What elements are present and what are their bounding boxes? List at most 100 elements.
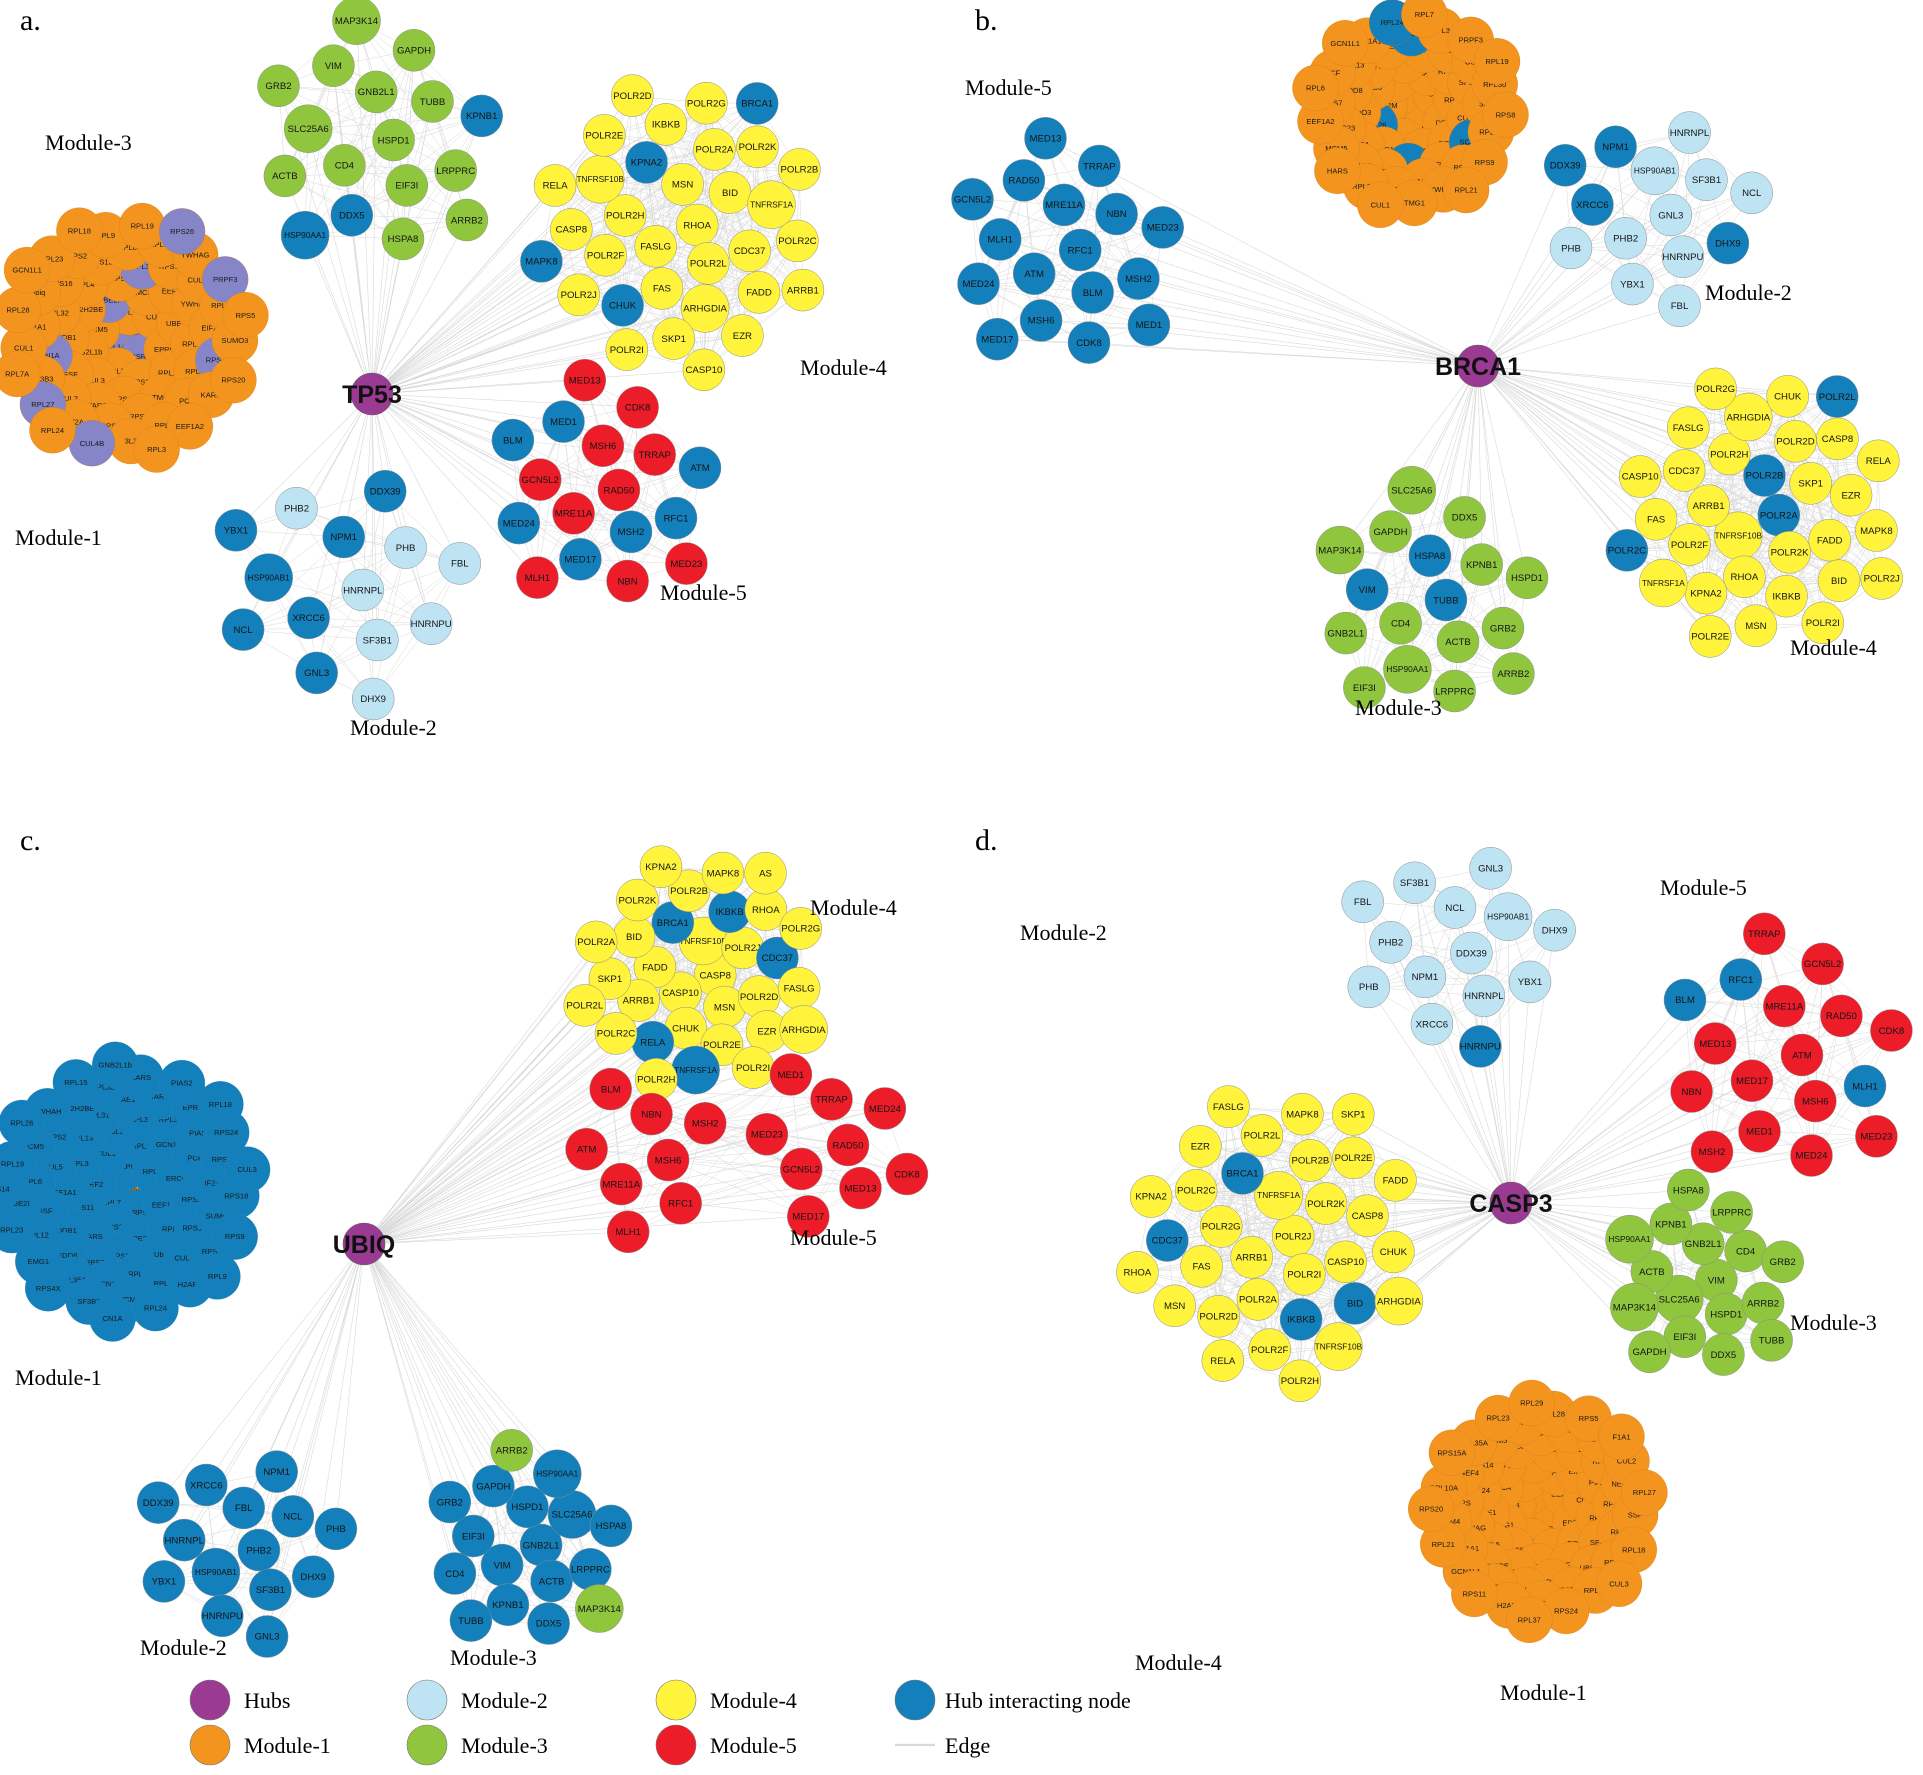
svg-text:SKP1: SKP1 — [1798, 479, 1823, 490]
svg-text:POLR2J: POLR2J — [561, 290, 597, 301]
svg-text:BRCA1: BRCA1 — [741, 99, 773, 110]
svg-text:TNFRSF1A: TNFRSF1A — [1257, 1190, 1300, 1200]
svg-text:CASP8: CASP8 — [556, 225, 587, 236]
svg-text:KPNA2: KPNA2 — [1135, 1192, 1166, 1203]
svg-text:RHOA: RHOA — [1124, 1268, 1152, 1279]
svg-text:RPS26: RPS26 — [170, 227, 194, 236]
svg-text:IKBKB: IKBKB — [1772, 592, 1800, 603]
svg-text:XRCC6: XRCC6 — [292, 613, 325, 624]
svg-text:TRRAP: TRRAP — [815, 1095, 848, 1106]
svg-text:MAPK8: MAPK8 — [1860, 526, 1893, 537]
svg-text:RPS14: RPS14 — [0, 1184, 10, 1193]
svg-text:RFC1: RFC1 — [663, 513, 688, 524]
svg-text:NPM1: NPM1 — [330, 532, 357, 543]
svg-text:GAPDH: GAPDH — [476, 1481, 510, 1492]
svg-text:DDX5: DDX5 — [339, 211, 365, 222]
svg-text:POLR2A: POLR2A — [695, 145, 733, 156]
svg-text:MLH1: MLH1 — [615, 1227, 641, 1238]
svg-text:IKBKB: IKBKB — [1287, 1315, 1315, 1326]
svg-text:TNFRSF1A: TNFRSF1A — [750, 200, 793, 210]
svg-text:ARHGDIA: ARHGDIA — [1377, 1296, 1421, 1307]
svg-text:CDK8: CDK8 — [894, 1169, 920, 1180]
svg-text:Module-5: Module-5 — [965, 75, 1052, 100]
svg-text:MED13: MED13 — [1030, 134, 1062, 145]
svg-text:RPL7: RPL7 — [1415, 10, 1434, 19]
svg-text:Module-2: Module-2 — [140, 1635, 227, 1660]
svg-text:MSN: MSN — [714, 1002, 735, 1013]
svg-text:DDX5: DDX5 — [1452, 513, 1478, 524]
svg-text:PRPF3: PRPF3 — [1458, 36, 1482, 45]
svg-text:BLM: BLM — [503, 435, 523, 446]
svg-text:PHB2: PHB2 — [284, 503, 309, 514]
svg-text:GRB2: GRB2 — [265, 81, 291, 92]
svg-text:EIF3I: EIF3I — [1673, 1332, 1696, 1343]
svg-text:RHOA: RHOA — [752, 905, 780, 916]
svg-text:GRB2: GRB2 — [437, 1497, 463, 1508]
svg-text:HSP90AA1: HSP90AA1 — [1386, 664, 1428, 674]
svg-text:MAP3K14: MAP3K14 — [335, 16, 379, 27]
svg-text:KPNB1: KPNB1 — [492, 1600, 523, 1611]
svg-text:POLR2L: POLR2L — [1244, 1131, 1281, 1142]
svg-text:FADD: FADD — [1817, 535, 1843, 546]
svg-text:RELA: RELA — [1866, 456, 1892, 467]
svg-text:POLR2D: POLR2D — [613, 91, 651, 102]
svg-text:Module-1: Module-1 — [15, 1365, 102, 1390]
svg-text:SKP1: SKP1 — [661, 334, 686, 345]
svg-text:HNRNPL: HNRNPL — [1670, 128, 1710, 139]
svg-text:FASLG: FASLG — [784, 984, 815, 995]
svg-text:HSPD1: HSPD1 — [378, 135, 410, 146]
svg-text:a.: a. — [20, 4, 41, 37]
svg-text:POLR2K: POLR2K — [1307, 1199, 1345, 1210]
svg-text:MSH6: MSH6 — [1802, 1096, 1829, 1107]
svg-text:GCN5L2: GCN5L2 — [522, 475, 559, 486]
svg-text:RFC1: RFC1 — [668, 1199, 693, 1210]
svg-text:CDK8: CDK8 — [1879, 1026, 1905, 1037]
svg-text:ACTB: ACTB — [1639, 1267, 1665, 1278]
svg-text:POLR2F: POLR2F — [587, 251, 624, 262]
svg-text:LRPPRC: LRPPRC — [1712, 1208, 1751, 1219]
svg-text:MED13: MED13 — [1699, 1039, 1731, 1050]
svg-text:CHUK: CHUK — [609, 301, 637, 312]
svg-text:MED1: MED1 — [778, 1070, 805, 1081]
svg-text:IKBKB: IKBKB — [652, 120, 680, 131]
svg-text:ATM: ATM — [1024, 269, 1044, 280]
svg-text:ARRB1: ARRB1 — [1236, 1253, 1268, 1264]
svg-text:MED23: MED23 — [751, 1130, 783, 1141]
svg-text:MED17: MED17 — [792, 1212, 824, 1223]
svg-text:MRE11A: MRE11A — [555, 509, 593, 520]
svg-text:MAP3K14: MAP3K14 — [578, 1604, 622, 1615]
svg-text:CUL4B: CUL4B — [80, 439, 104, 448]
svg-text:RHOA: RHOA — [683, 220, 711, 231]
svg-text:GAPDH: GAPDH — [1632, 1347, 1666, 1358]
svg-text:TUBB: TUBB — [1433, 595, 1459, 606]
svg-text:MAP3K14: MAP3K14 — [1318, 545, 1362, 556]
svg-text:Module-5: Module-5 — [790, 1225, 877, 1250]
svg-text:MSH2: MSH2 — [692, 1119, 719, 1130]
svg-text:RPS15A: RPS15A — [1437, 1448, 1467, 1457]
svg-text:POLR2K: POLR2K — [739, 142, 777, 153]
svg-text:MAPK8: MAPK8 — [525, 257, 558, 268]
svg-text:BID: BID — [1347, 1299, 1363, 1310]
svg-text:Module-4: Module-4 — [710, 1688, 797, 1713]
svg-text:EZR: EZR — [757, 1027, 776, 1038]
svg-text:MSH2: MSH2 — [618, 527, 645, 538]
svg-text:SLC25A6: SLC25A6 — [288, 124, 329, 135]
svg-text:CDK8: CDK8 — [1076, 338, 1102, 349]
svg-text:HNRNPU: HNRNPU — [411, 619, 452, 630]
svg-text:RPL29: RPL29 — [1520, 1399, 1543, 1408]
svg-text:MRE11A: MRE11A — [602, 1179, 640, 1190]
svg-text:RPL28: RPL28 — [6, 306, 29, 315]
svg-text:Module-4: Module-4 — [1135, 1650, 1222, 1675]
svg-text:YBX1: YBX1 — [1620, 279, 1645, 290]
svg-text:UBIQ: UBIQ — [333, 1231, 396, 1259]
svg-text:RPS20: RPS20 — [1419, 1505, 1443, 1514]
svg-text:GNL3: GNL3 — [1658, 210, 1683, 221]
svg-text:RPL21: RPL21 — [1454, 186, 1477, 195]
svg-text:POLR2A: POLR2A — [1239, 1295, 1277, 1306]
svg-text:RPL23: RPL23 — [1486, 1414, 1509, 1423]
svg-text:TNFRSF1A: TNFRSF1A — [1642, 578, 1685, 588]
svg-text:Module-3: Module-3 — [461, 1733, 548, 1758]
svg-text:EZR: EZR — [1191, 1142, 1210, 1153]
svg-text:DDX5: DDX5 — [1711, 1350, 1737, 1361]
svg-text:CD4: CD4 — [445, 1569, 465, 1580]
